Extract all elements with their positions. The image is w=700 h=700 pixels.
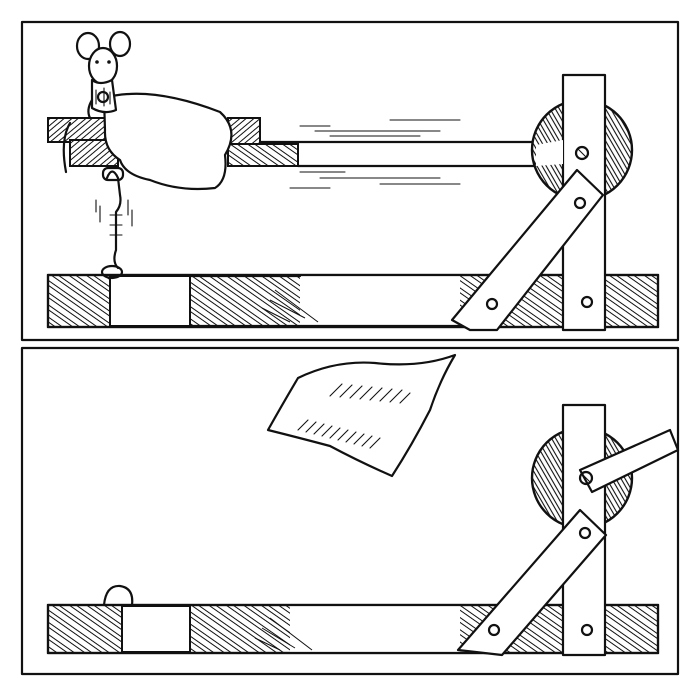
lever-arms-bottom <box>456 403 680 657</box>
lever-arms <box>450 73 607 332</box>
panel-top-frame <box>20 20 680 342</box>
mouse <box>75 30 132 120</box>
panel-bottom-frame <box>20 346 680 676</box>
cloth <box>62 92 233 191</box>
panel-top <box>20 20 680 342</box>
spring-hook <box>95 166 133 280</box>
panel-bottom <box>20 346 680 676</box>
base-plank-bottom <box>46 603 660 655</box>
loose-hook <box>102 584 134 607</box>
base-plank <box>46 273 660 329</box>
flying-cloth <box>266 353 457 478</box>
